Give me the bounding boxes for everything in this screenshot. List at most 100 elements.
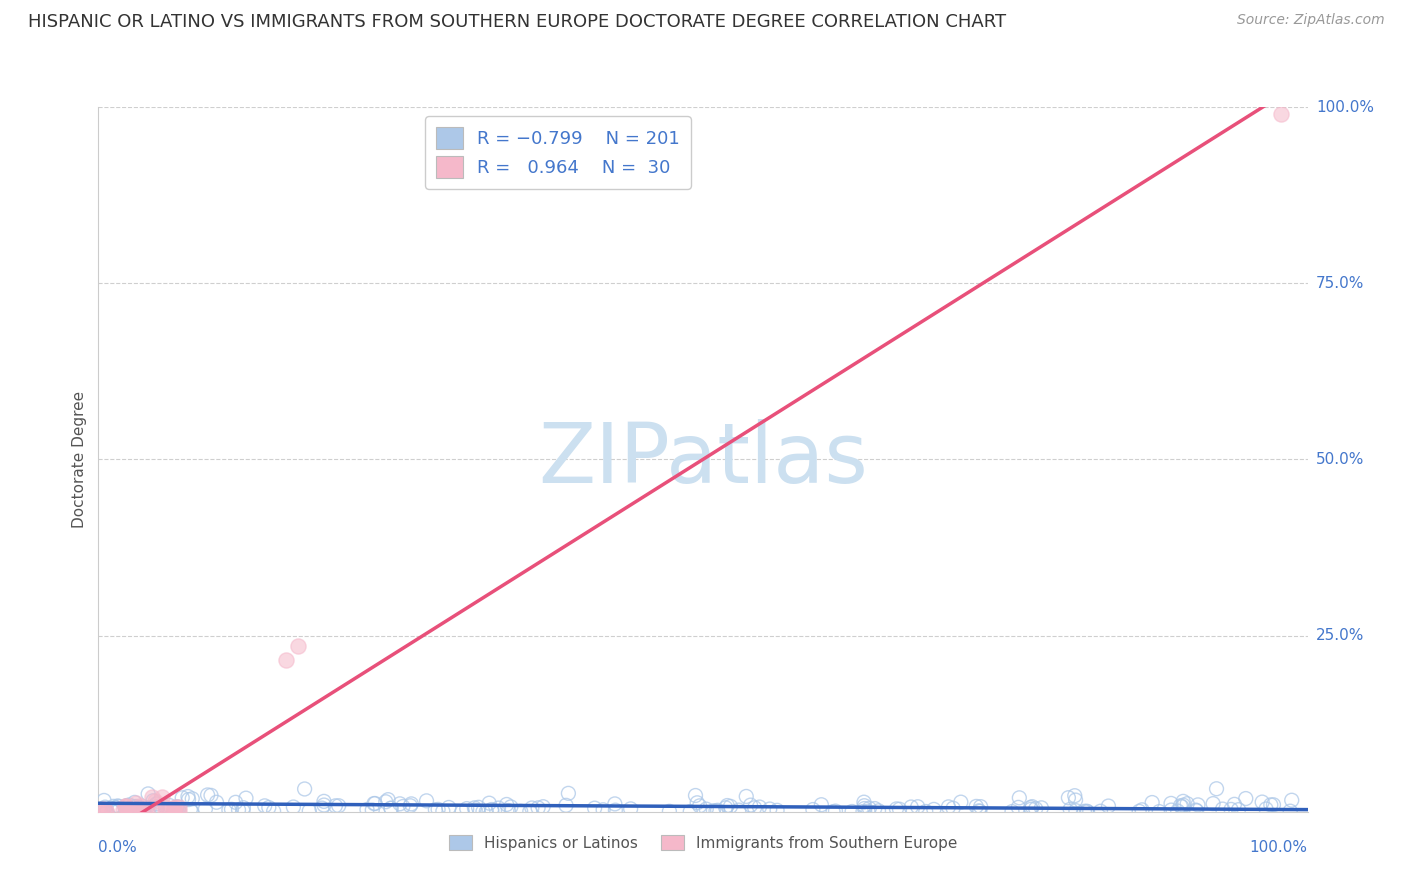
Point <box>363 797 385 811</box>
Point <box>583 801 606 815</box>
Point <box>1064 804 1087 818</box>
Point <box>498 804 520 818</box>
Point <box>115 798 138 813</box>
Point <box>112 803 135 817</box>
Point <box>225 795 247 809</box>
Point <box>841 805 863 819</box>
Point <box>205 795 228 809</box>
Point <box>177 789 200 804</box>
Point <box>481 804 503 818</box>
Point <box>107 799 129 814</box>
Point <box>858 801 880 815</box>
Text: Source: ZipAtlas.com: Source: ZipAtlas.com <box>1237 13 1385 28</box>
Point <box>748 800 770 814</box>
Point <box>527 801 550 815</box>
Point <box>328 798 350 813</box>
Point <box>1212 802 1234 816</box>
Point <box>1097 799 1119 814</box>
Y-axis label: Doctorate Degree: Doctorate Degree <box>72 391 87 528</box>
Point <box>179 802 201 816</box>
Point <box>685 789 707 803</box>
Point <box>129 805 152 819</box>
Point <box>1173 794 1195 808</box>
Point <box>218 803 240 817</box>
Point <box>463 801 485 815</box>
Text: 25.0%: 25.0% <box>1316 628 1364 643</box>
Point <box>1057 790 1080 805</box>
Point <box>735 789 758 804</box>
Point <box>89 805 111 819</box>
Point <box>1063 789 1085 803</box>
Point <box>555 798 578 813</box>
Point <box>115 804 138 818</box>
Point <box>162 805 184 819</box>
Point <box>863 801 886 815</box>
Point <box>232 801 254 815</box>
Point <box>706 803 728 817</box>
Point <box>938 800 960 814</box>
Point <box>1185 804 1208 818</box>
Point <box>702 804 724 818</box>
Point <box>166 799 188 814</box>
Point <box>377 792 399 806</box>
Point <box>94 800 117 814</box>
Point <box>132 803 155 817</box>
Point <box>287 639 309 653</box>
Point <box>253 798 276 813</box>
Point <box>163 803 186 817</box>
Point <box>868 804 890 818</box>
Point <box>605 803 627 817</box>
Point <box>720 799 742 814</box>
Point <box>949 795 972 809</box>
Point <box>519 805 541 819</box>
Point <box>889 802 911 816</box>
Point <box>425 803 447 817</box>
Point <box>392 799 415 814</box>
Point <box>475 805 498 819</box>
Point <box>1171 800 1194 814</box>
Point <box>900 800 922 814</box>
Point <box>620 802 643 816</box>
Point <box>1130 803 1153 817</box>
Point <box>592 803 614 817</box>
Point <box>356 803 378 817</box>
Point <box>758 802 780 816</box>
Point <box>89 805 111 819</box>
Point <box>138 802 160 816</box>
Point <box>263 804 285 818</box>
Point <box>117 803 139 817</box>
Point <box>165 805 187 819</box>
Point <box>1185 803 1208 817</box>
Point <box>129 804 152 818</box>
Point <box>1073 805 1095 819</box>
Text: 50.0%: 50.0% <box>1316 452 1364 467</box>
Point <box>361 803 384 817</box>
Point <box>298 804 321 818</box>
Point <box>603 797 626 811</box>
Point <box>146 800 169 814</box>
Point <box>856 804 879 818</box>
Point <box>120 805 142 819</box>
Point <box>1021 799 1043 814</box>
Point <box>853 801 876 815</box>
Text: 75.0%: 75.0% <box>1316 276 1364 291</box>
Point <box>1170 798 1192 813</box>
Point <box>114 798 136 813</box>
Point <box>96 805 118 819</box>
Point <box>967 804 990 818</box>
Point <box>456 802 478 816</box>
Point <box>117 802 139 816</box>
Point <box>942 801 965 815</box>
Point <box>432 804 454 818</box>
Point <box>695 802 717 816</box>
Point <box>141 789 163 804</box>
Point <box>157 804 180 818</box>
Point <box>163 801 186 815</box>
Point <box>115 798 138 813</box>
Point <box>1281 793 1303 807</box>
Point <box>1140 796 1163 810</box>
Point <box>312 798 335 813</box>
Text: HISPANIC OR LATINO VS IMMIGRANTS FROM SOUTHERN EUROPE DOCTORATE DEGREE CORRELATI: HISPANIC OR LATINO VS IMMIGRANTS FROM SO… <box>28 13 1007 31</box>
Point <box>114 799 136 814</box>
Point <box>150 789 173 804</box>
